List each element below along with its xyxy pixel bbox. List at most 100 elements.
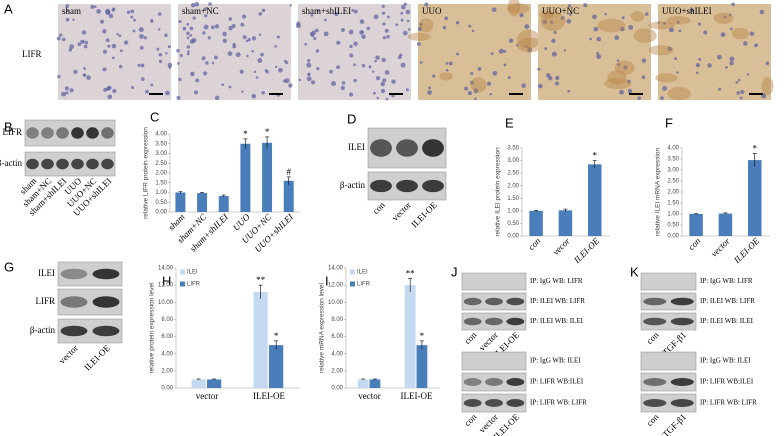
nucleus: [391, 79, 396, 84]
nucleus: [663, 21, 666, 25]
band: [643, 297, 667, 306]
significance: #: [286, 167, 291, 177]
nucleus: [258, 12, 263, 16]
nucleus: [107, 44, 111, 48]
nucleus: [231, 24, 236, 29]
nucleus: [65, 17, 70, 22]
stain: [713, 12, 734, 24]
blot-label: IP: LIFR WB:ILEI: [700, 378, 754, 386]
blot-label: IP: ILEI WB: LIFR: [530, 297, 585, 305]
bar: [262, 142, 273, 212]
x-tick-label: ILEI-OE: [731, 235, 761, 265]
band: [485, 378, 503, 386]
blot: [640, 393, 697, 413]
nucleus: [739, 96, 743, 100]
nucleus: [386, 35, 390, 39]
y-tick-label: 2.00: [161, 368, 173, 374]
nucleus: [717, 54, 722, 60]
nucleus: [306, 76, 312, 82]
nucleus: [593, 26, 599, 32]
band: [370, 139, 392, 157]
nucleus: [69, 44, 75, 50]
nucleus: [544, 47, 548, 51]
y-tick-label: 4.00: [331, 351, 343, 357]
nucleus: [401, 4, 406, 10]
nucleus: [130, 15, 134, 19]
nucleus: [126, 10, 131, 15]
nucleus: [228, 85, 232, 89]
band: [26, 127, 39, 139]
nucleus: [165, 52, 168, 55]
stain: [648, 21, 675, 30]
band: [101, 158, 114, 170]
nucleus: [419, 22, 423, 26]
nucleus: [103, 87, 108, 92]
stain: [516, 29, 541, 49]
x-tick-label: vecor: [551, 235, 573, 257]
image-label: UUO+shILEI: [662, 6, 712, 16]
nucleus: [641, 75, 646, 79]
nucleus: [448, 61, 453, 66]
nucleus: [232, 44, 237, 49]
y-tick-label: 0.00: [507, 234, 519, 240]
nucleus: [445, 68, 449, 72]
y-tick-label: 1.00: [155, 190, 167, 196]
nucleus: [376, 96, 379, 100]
nucleus: [130, 9, 135, 14]
y-tick-label: 2.00: [507, 183, 519, 189]
panel-letter: I: [325, 273, 329, 288]
nucleus: [563, 49, 567, 52]
lane-label: con: [462, 329, 479, 346]
nucleus: [503, 49, 507, 53]
nucleus: [140, 77, 145, 81]
nucleus: [64, 86, 69, 91]
panel-letter: E: [505, 115, 514, 130]
blot: [461, 351, 527, 371]
y-tick-label: 3.00: [507, 158, 519, 164]
nucleus: [432, 74, 436, 78]
stain: [507, 0, 521, 17]
band: [485, 317, 503, 326]
nucleus: [150, 19, 154, 23]
nucleus: [59, 33, 63, 37]
nucleus: [568, 12, 572, 16]
nucleus: [468, 24, 472, 28]
nucleus: [311, 80, 316, 85]
nucleus: [274, 45, 277, 48]
nucleus: [537, 83, 543, 89]
nucleus: [736, 91, 741, 95]
nucleus: [456, 52, 460, 56]
nucleus: [400, 11, 404, 15]
y-axis-label: relative protein expression level: [149, 282, 156, 374]
nucleus: [467, 91, 473, 96]
nucleus: [251, 93, 257, 99]
blot-label: ILEI: [348, 142, 365, 152]
stain: [407, 32, 431, 41]
bar: [197, 193, 208, 212]
nucleus: [307, 72, 311, 76]
nucleus: [261, 8, 266, 13]
nucleus: [204, 14, 208, 18]
nucleus: [551, 51, 557, 57]
band: [485, 399, 503, 407]
nucleus: [555, 81, 560, 86]
nucleus: [737, 78, 741, 82]
nucleus: [203, 24, 209, 30]
nucleus: [353, 78, 357, 83]
nucleus: [274, 65, 278, 69]
nucleus: [620, 26, 625, 32]
y-tick-label: 12.00: [328, 283, 344, 289]
band: [506, 378, 525, 386]
nucleus: [81, 30, 87, 35]
nucleus: [240, 22, 245, 27]
nucleus: [195, 78, 200, 83]
nucleus: [406, 19, 410, 23]
nucleus: [340, 85, 345, 91]
nucleus: [167, 45, 171, 49]
nucleus: [241, 90, 244, 93]
nucleus: [400, 18, 404, 22]
stain: [603, 78, 632, 90]
nucleus: [102, 29, 107, 34]
nucleus: [105, 38, 110, 43]
nucleus: [473, 88, 479, 94]
